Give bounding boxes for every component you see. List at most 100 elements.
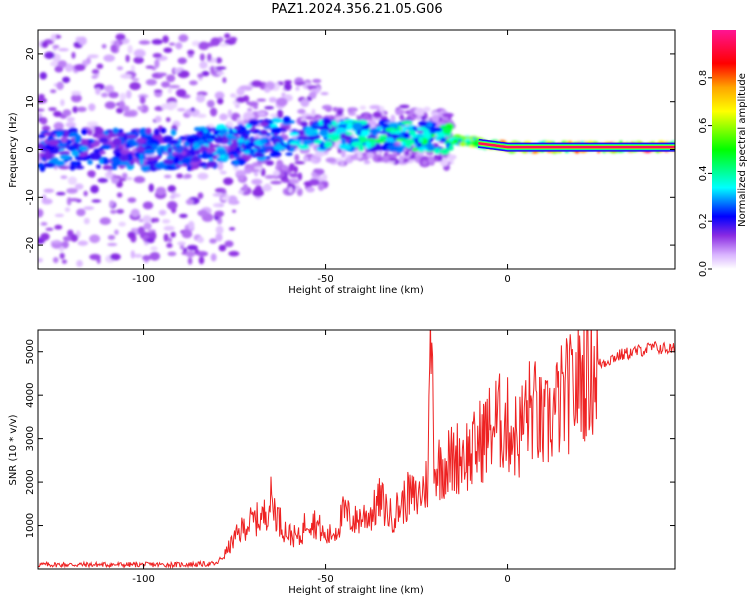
spectrogram-cell bbox=[83, 217, 90, 225]
spectrogram-cell bbox=[414, 107, 425, 116]
spectrogram-cell bbox=[110, 44, 118, 53]
spectrogram-cell bbox=[126, 134, 137, 139]
spectrogram-cell bbox=[398, 131, 411, 140]
spectrogram-cell bbox=[56, 81, 64, 90]
spectrogram-cell bbox=[154, 162, 167, 169]
spectrogram-cell bbox=[372, 111, 382, 119]
spectrogram-cell bbox=[88, 103, 96, 112]
spectrogram-cell bbox=[214, 136, 224, 144]
spectrogram-cell bbox=[38, 108, 45, 112]
spectrogram-cell bbox=[216, 147, 227, 156]
spectrogram-cell bbox=[433, 147, 441, 154]
spectrogram-cell bbox=[275, 97, 288, 107]
spectrogram-cell bbox=[167, 87, 173, 94]
spectrogram-cell bbox=[139, 158, 144, 166]
spectrogram-cell bbox=[199, 61, 208, 69]
spectrogram-cell bbox=[66, 145, 78, 151]
spectrogram-cell bbox=[220, 128, 228, 135]
spectrogram-cell bbox=[66, 187, 78, 194]
spectrogram-cell bbox=[93, 152, 102, 161]
spectrogram-cell bbox=[367, 138, 376, 143]
snr-y-tick-label: 2000 bbox=[25, 469, 36, 494]
spectrogram-cell bbox=[168, 84, 181, 89]
spectrogram-cell bbox=[251, 178, 263, 185]
spectrogram-cell bbox=[79, 145, 89, 152]
spectrogram-cell bbox=[69, 161, 79, 165]
spectrogram-cell bbox=[398, 155, 404, 163]
spectrogram-cell bbox=[77, 240, 89, 246]
spectrogram-cell bbox=[72, 106, 78, 114]
spectrogram-cell bbox=[128, 140, 133, 145]
colorbar: 0.0 0.2 0.4 0.6 0.8 Normalized spectral ampl… bbox=[698, 30, 748, 277]
spectrogram-cell bbox=[375, 126, 383, 131]
spectrogram-cell bbox=[87, 129, 93, 136]
spectrogram-cell bbox=[43, 188, 55, 193]
spectrogram-cell bbox=[39, 152, 45, 158]
spectrogram-cell bbox=[199, 162, 208, 166]
spectrogram-cell bbox=[153, 89, 163, 93]
spectrogram-cell bbox=[166, 155, 176, 160]
spectrogram-cell bbox=[152, 52, 163, 58]
spectrogram-cell bbox=[153, 128, 160, 136]
spectrogram-cell bbox=[260, 129, 268, 136]
spectrogram-cell bbox=[116, 107, 124, 114]
spectrogram-x-tick-label: -50 bbox=[317, 274, 333, 285]
spectrogram-cell bbox=[214, 91, 225, 100]
spectrogram-cell bbox=[363, 112, 370, 119]
spectrogram-cell bbox=[65, 121, 76, 128]
spectrogram-cell bbox=[163, 47, 173, 53]
spectrogram-cell bbox=[149, 251, 161, 261]
spectrogram-cell bbox=[300, 121, 308, 127]
spectrogram-cell bbox=[101, 43, 107, 49]
spectrogram-cell bbox=[215, 225, 224, 235]
spectrogram-cell bbox=[166, 201, 178, 210]
spectrogram-cell bbox=[465, 140, 473, 146]
snr-y-tick-label: 3000 bbox=[25, 426, 36, 451]
spectrogram-cell bbox=[248, 101, 259, 107]
spectrogram-cell bbox=[133, 49, 146, 58]
spectrogram-cell bbox=[89, 253, 101, 261]
spectrogram-cell bbox=[145, 127, 152, 135]
spectrogram-cell bbox=[38, 162, 43, 167]
spectrogram-cell bbox=[244, 163, 252, 170]
spectrogram-cell bbox=[357, 143, 365, 152]
spectrogram-cell bbox=[293, 166, 298, 174]
spectrogram-cell bbox=[253, 105, 259, 110]
spectrogram-cell bbox=[219, 43, 229, 47]
spectrogram-cell bbox=[168, 42, 176, 46]
spectrogram-cell bbox=[71, 90, 82, 96]
spectrogram-cell bbox=[178, 34, 189, 43]
spectrogram-cell bbox=[295, 184, 300, 191]
spectrogram-cell bbox=[409, 129, 416, 136]
spectrogram-cell bbox=[347, 107, 352, 114]
spectrogram-cell bbox=[283, 82, 292, 91]
spectrogram-cell bbox=[45, 150, 50, 158]
spectrogram-cell bbox=[248, 168, 260, 173]
spectrogram-y-tick-label: 10 bbox=[25, 95, 36, 108]
spectrogram-cell bbox=[61, 136, 68, 144]
spectrogram-cell bbox=[130, 129, 137, 133]
spectrogram-cell bbox=[268, 96, 277, 103]
spectrogram-cell bbox=[247, 107, 253, 112]
spectrogram-cell bbox=[167, 185, 177, 193]
spectrogram-cell bbox=[210, 37, 221, 47]
spectrogram-cell bbox=[174, 145, 182, 150]
spectrogram-cell bbox=[59, 154, 71, 160]
snr-frame bbox=[37, 329, 676, 570]
spectrogram-cell bbox=[257, 111, 267, 117]
snr-y-axis-label: SNR (10 * v/v) bbox=[8, 414, 19, 485]
spectrogram-cell bbox=[338, 142, 350, 150]
spectrogram-cell bbox=[98, 137, 109, 144]
spectrogram-cell bbox=[313, 138, 322, 145]
spectrogram-x-axis-label: Height of straight line (km) bbox=[288, 285, 424, 296]
spectrogram-cell bbox=[69, 162, 76, 171]
spectrogram-cell bbox=[61, 259, 68, 264]
spectrogram-cell bbox=[40, 117, 48, 125]
spectrogram-cell bbox=[170, 231, 176, 238]
spectrogram-cell bbox=[232, 209, 237, 213]
spectrogram-cell bbox=[260, 168, 266, 177]
spectrogram-cell bbox=[282, 116, 291, 123]
spectrogram-cell bbox=[423, 106, 431, 112]
